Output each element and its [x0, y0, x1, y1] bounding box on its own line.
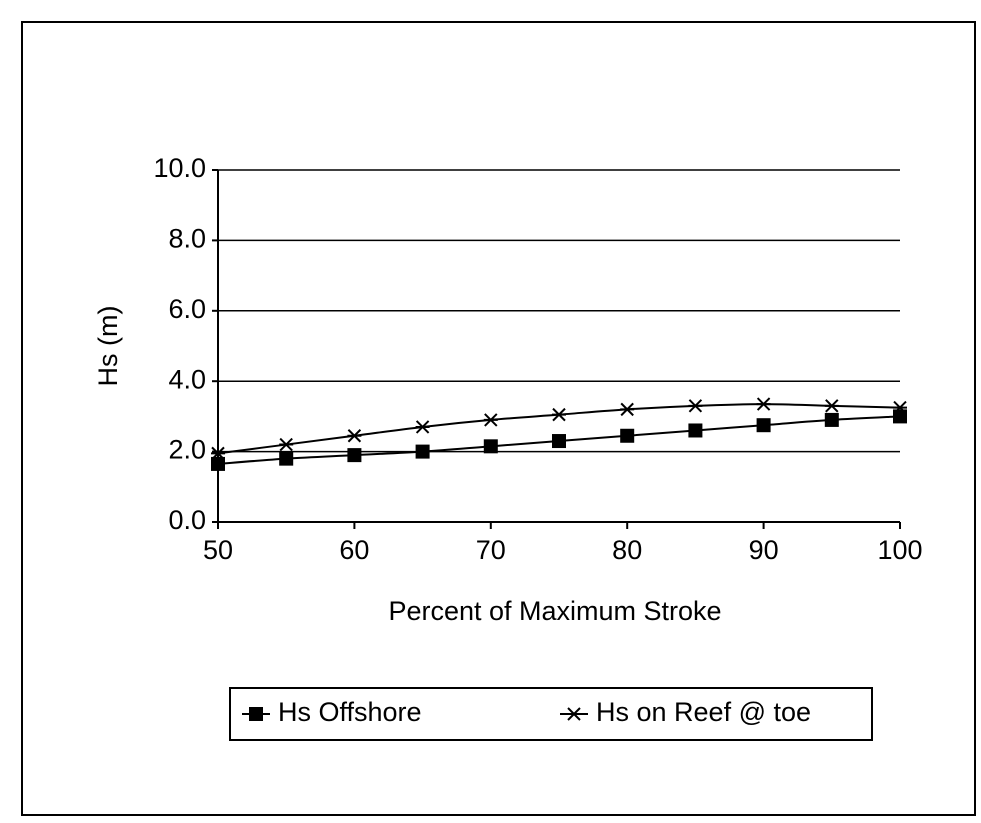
marker	[688, 399, 703, 413]
marker	[249, 707, 263, 721]
y-tick-label: 10.0	[153, 153, 206, 183]
marker	[483, 413, 498, 427]
x-tick-label: 50	[203, 535, 233, 565]
marker	[211, 456, 225, 471]
marker	[893, 400, 907, 415]
x-tick-label: 100	[877, 535, 922, 565]
marker	[279, 451, 294, 466]
chart-border	[21, 21, 976, 816]
marker	[688, 423, 703, 438]
marker	[211, 446, 225, 461]
x-tick-label: 90	[749, 535, 779, 565]
marker	[756, 418, 771, 433]
legend-label: Hs Offshore	[278, 697, 422, 727]
marker	[347, 429, 362, 443]
marker	[824, 399, 839, 413]
y-axis-title: Hs (m)	[93, 306, 123, 387]
marker	[824, 412, 839, 427]
x-axis-title: Percent of Maximum Stroke	[388, 596, 721, 626]
marker	[620, 428, 635, 443]
x-tick-label: 70	[476, 535, 506, 565]
marker	[567, 707, 581, 721]
marker	[552, 407, 566, 422]
marker	[415, 420, 430, 434]
y-tick-label: 6.0	[168, 294, 206, 324]
y-tick-label: 8.0	[168, 224, 206, 254]
marker	[552, 434, 566, 449]
legend-label: Hs on Reef @ toe	[596, 697, 811, 727]
y-tick-label: 4.0	[168, 364, 206, 394]
marker	[347, 448, 362, 463]
y-tick-label: 0.0	[168, 505, 206, 535]
marker	[620, 402, 635, 417]
legend-box	[229, 687, 873, 741]
x-tick-label: 80	[612, 535, 642, 565]
marker	[893, 409, 907, 424]
marker	[483, 439, 498, 454]
marker	[415, 444, 430, 459]
x-tick-label: 60	[339, 535, 369, 565]
marker	[756, 397, 771, 411]
y-tick-label: 2.0	[168, 435, 206, 465]
marker	[279, 437, 294, 452]
